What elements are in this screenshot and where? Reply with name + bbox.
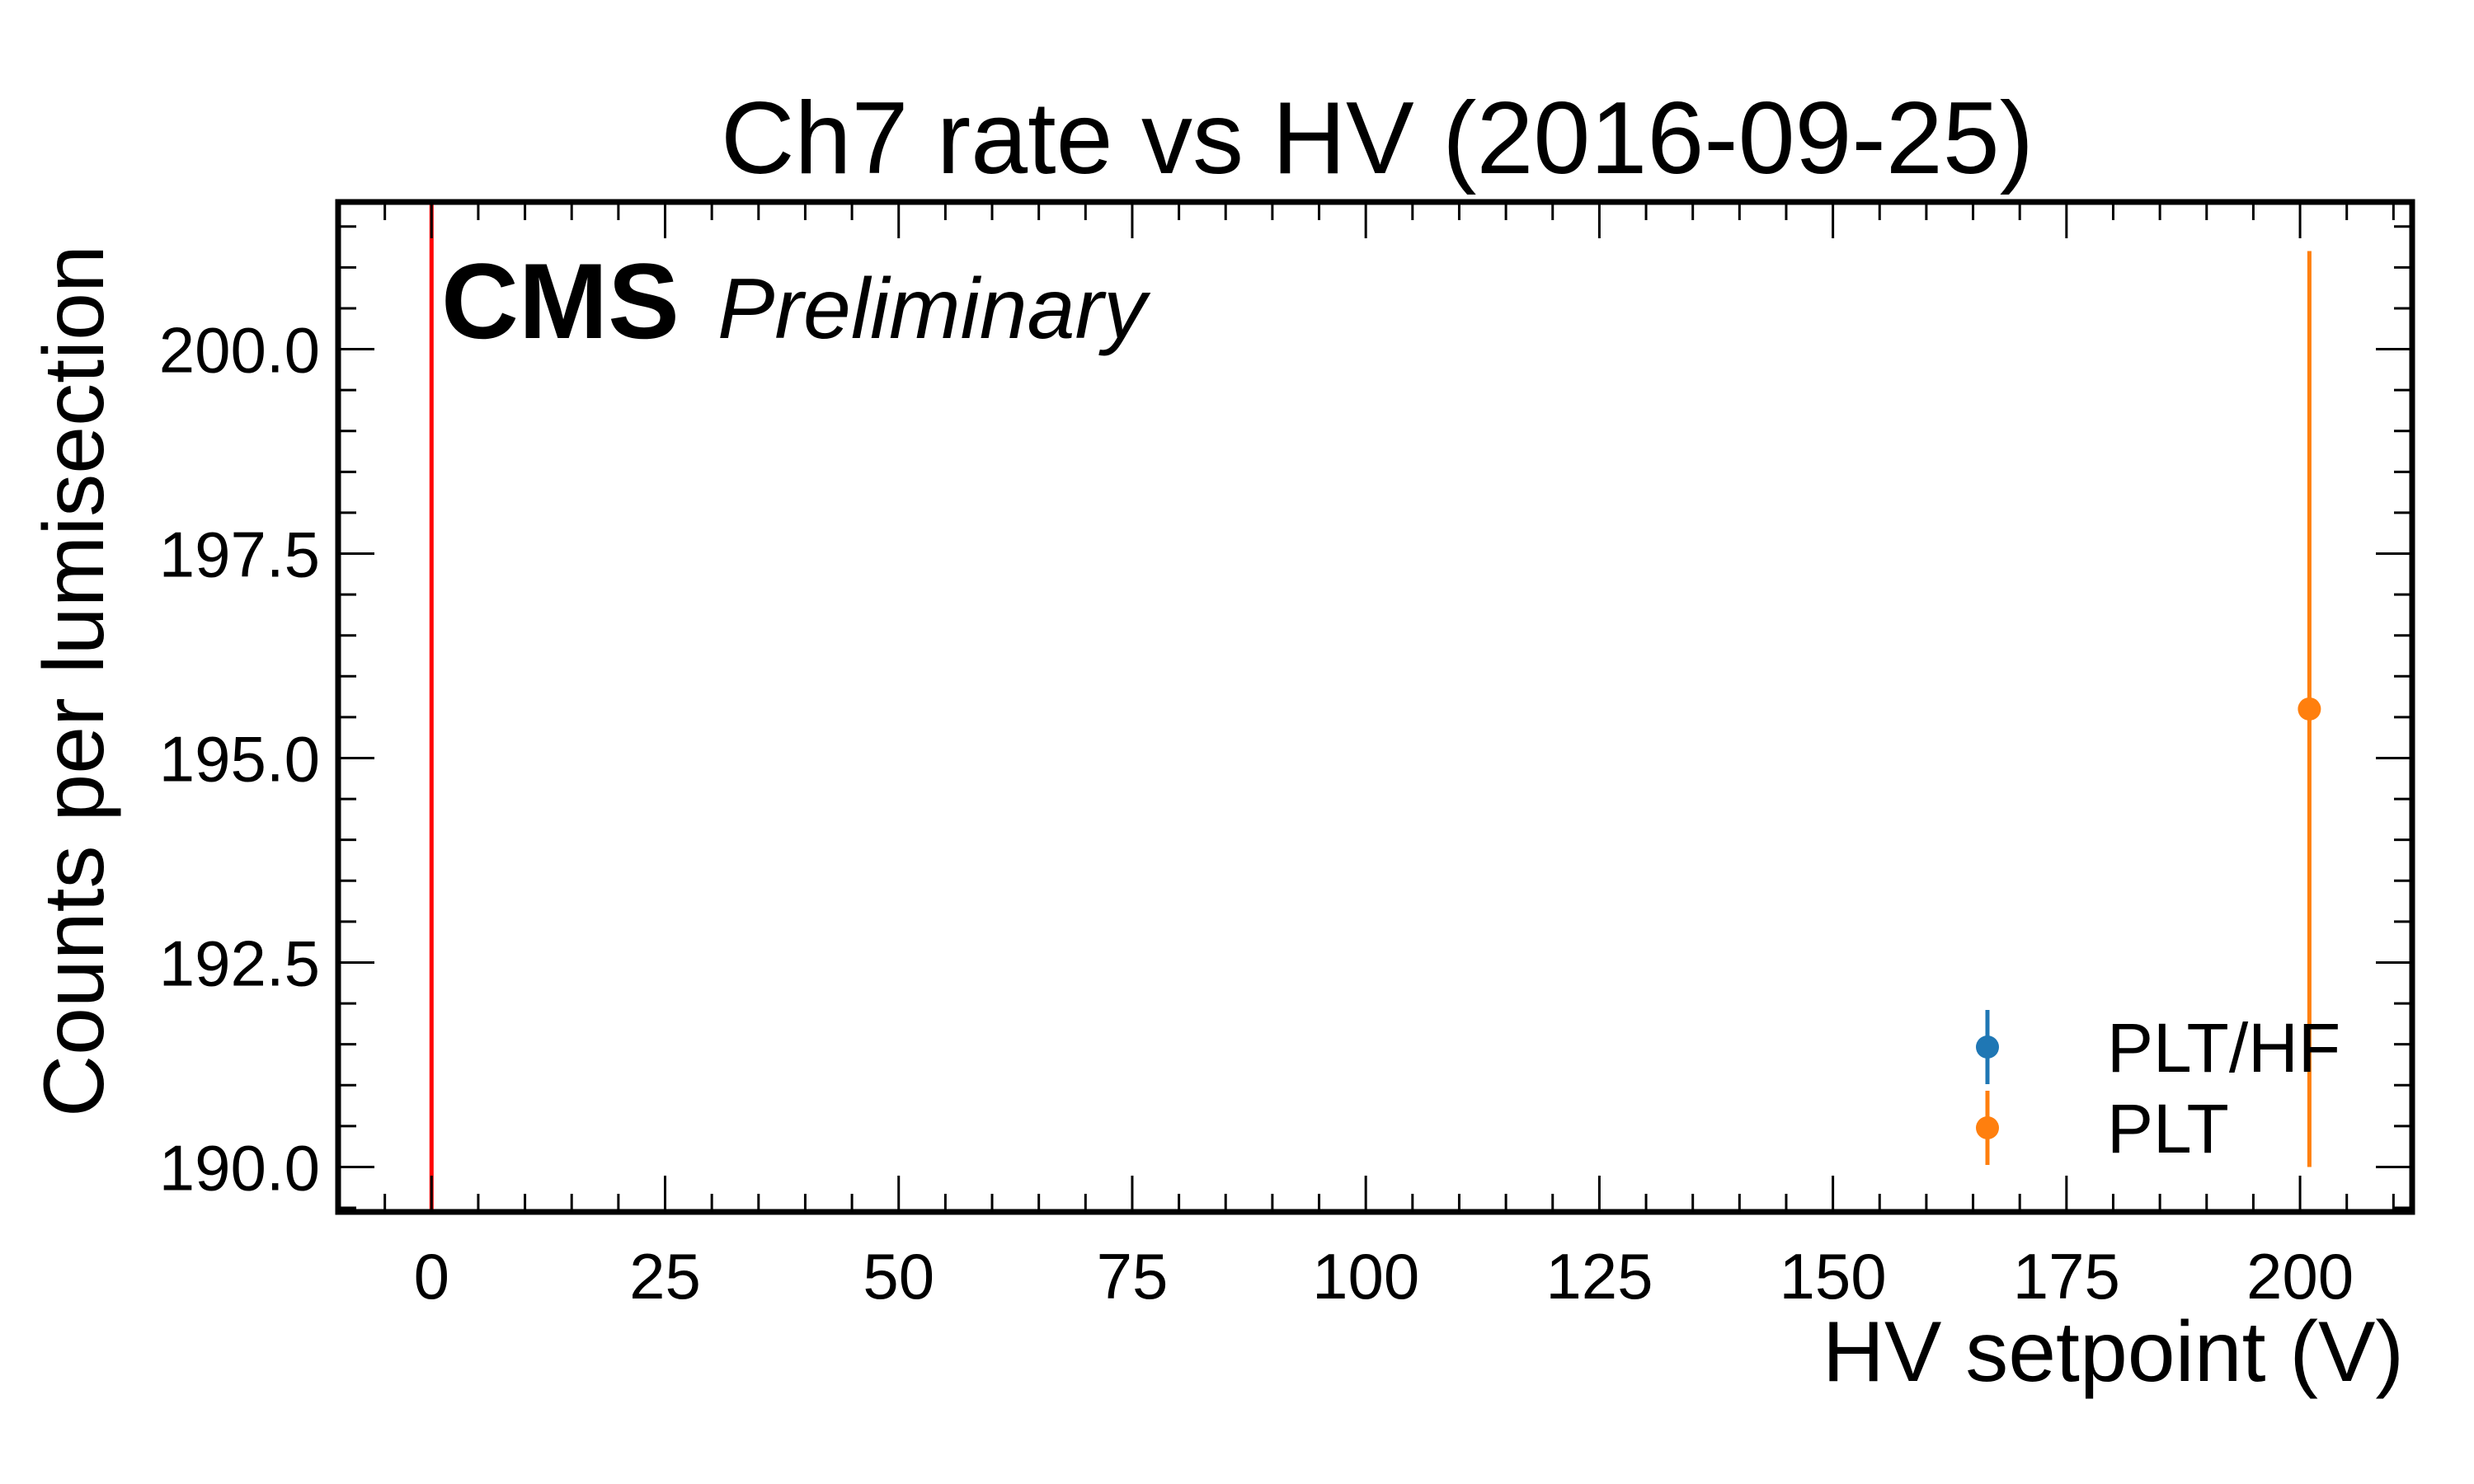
axis-ticks: 0 25 50 75 100 125 150 175 200 190.0 192.5 195.0 197… bbox=[159, 202, 2412, 1313]
y-tick-label: 200.0 bbox=[159, 314, 320, 387]
chart-title: Ch7 rate vs HV (2016-09-25) bbox=[721, 82, 2034, 195]
y-tick-label: 197.5 bbox=[159, 519, 320, 591]
x-tick-label: 25 bbox=[629, 1240, 701, 1313]
y-tick-label: 190.0 bbox=[159, 1131, 320, 1204]
y-axis-label: Counts per lumisection bbox=[26, 245, 122, 1117]
x-tick-label: 75 bbox=[1097, 1240, 1169, 1313]
preliminary-label: Preliminary bbox=[717, 261, 1151, 357]
x-tick-label: 200 bbox=[2246, 1240, 2354, 1313]
x-tick-label: 0 bbox=[414, 1240, 449, 1313]
x-tick-label: 125 bbox=[1545, 1240, 1653, 1313]
x-tick-label: 150 bbox=[1780, 1240, 1887, 1313]
legend-label: PLT/HF bbox=[2107, 1009, 2340, 1087]
legend-marker bbox=[1976, 1116, 1999, 1139]
data-point bbox=[2298, 697, 2321, 721]
plot-frame bbox=[335, 199, 2415, 1215]
x-axis-label: HV setpoint (V) bbox=[1823, 1304, 2404, 1400]
x-tick-label: 175 bbox=[2013, 1240, 2120, 1313]
y-tick-label: 195.0 bbox=[159, 722, 320, 795]
legend-marker bbox=[1976, 1036, 1999, 1059]
legend-label: PLT bbox=[2107, 1090, 2229, 1167]
cms-label: CMS bbox=[441, 241, 680, 361]
data-series bbox=[2298, 251, 2321, 1167]
x-tick-label: 100 bbox=[1312, 1240, 1419, 1313]
x-tick-label: 50 bbox=[863, 1240, 934, 1313]
y-tick-label: 192.5 bbox=[159, 927, 320, 999]
